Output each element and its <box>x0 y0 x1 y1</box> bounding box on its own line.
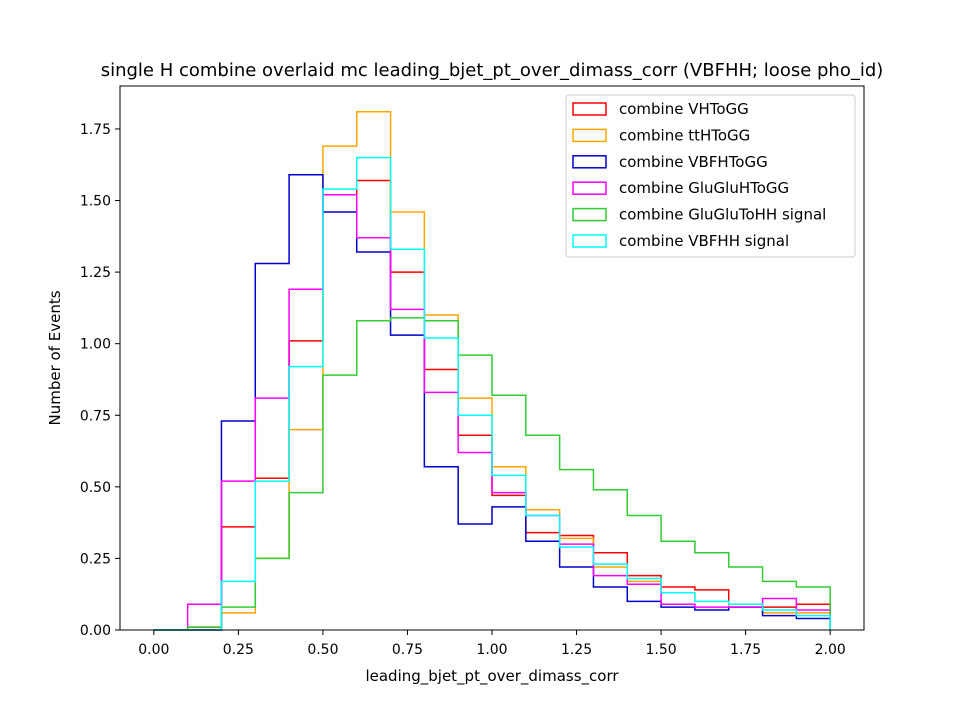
x-tick-label: 1.00 <box>476 642 507 658</box>
x-tick-label: 1.50 <box>646 642 677 658</box>
y-tick-label: 0.50 <box>80 480 111 496</box>
legend: combine VHToGG combine ttHToGG combine VBF… <box>565 94 856 258</box>
legend-swatch <box>572 128 607 143</box>
legend-swatch <box>572 155 607 169</box>
y-tick-label: 1.25 <box>80 265 111 281</box>
y-tick-label: 0.00 <box>80 623 111 639</box>
x-tick-label: 1.25 <box>561 642 592 658</box>
legend-swatch <box>572 102 607 116</box>
legend-label: combine VBFHH signal <box>619 232 789 250</box>
legend-swatch <box>572 207 607 222</box>
x-axis-label: leading_bjet_pt_over_dimass_corr <box>365 667 619 686</box>
x-tick-label: 0.00 <box>138 642 169 658</box>
plot-area: 0.00 0.25 0.50 0.75 1.00 1.25 1.50 1.75 2.00 0.00… <box>80 85 865 658</box>
legend-box <box>565 94 856 258</box>
series-4-step-line <box>153 317 831 631</box>
legend-label: combine GluGluToHH signal <box>619 206 826 224</box>
x-tick-label: 2.00 <box>815 642 846 658</box>
y-tick-label: 1.50 <box>80 194 111 210</box>
y-tick-label: 0.25 <box>80 551 111 567</box>
legend-label: combine ttHToGG <box>619 126 750 144</box>
series-5-step-line <box>153 156 831 631</box>
legend-label: combine VHToGG <box>619 100 749 118</box>
x-tick-label: 1.75 <box>730 642 761 658</box>
y-tick-label: 1.75 <box>80 122 111 138</box>
series-0-step-line <box>153 179 831 631</box>
chart-title: single H combine overlaid mc leading_bje… <box>101 60 884 81</box>
legend-swatch <box>572 181 607 195</box>
legend-swatch <box>572 234 607 248</box>
y-tick-label: 1.00 <box>80 337 111 353</box>
x-tick-label: 0.75 <box>392 642 423 658</box>
y-axis-label: Number of Events <box>46 290 64 425</box>
y-tick-label: 0.75 <box>80 408 111 424</box>
legend-label: combine VBFHToGG <box>619 153 768 171</box>
legend-label: combine GluGluHToGG <box>619 179 789 197</box>
x-tick-label: 0.50 <box>307 642 338 658</box>
x-tick-label: 0.25 <box>223 642 254 658</box>
series-2-step-line <box>153 174 831 631</box>
